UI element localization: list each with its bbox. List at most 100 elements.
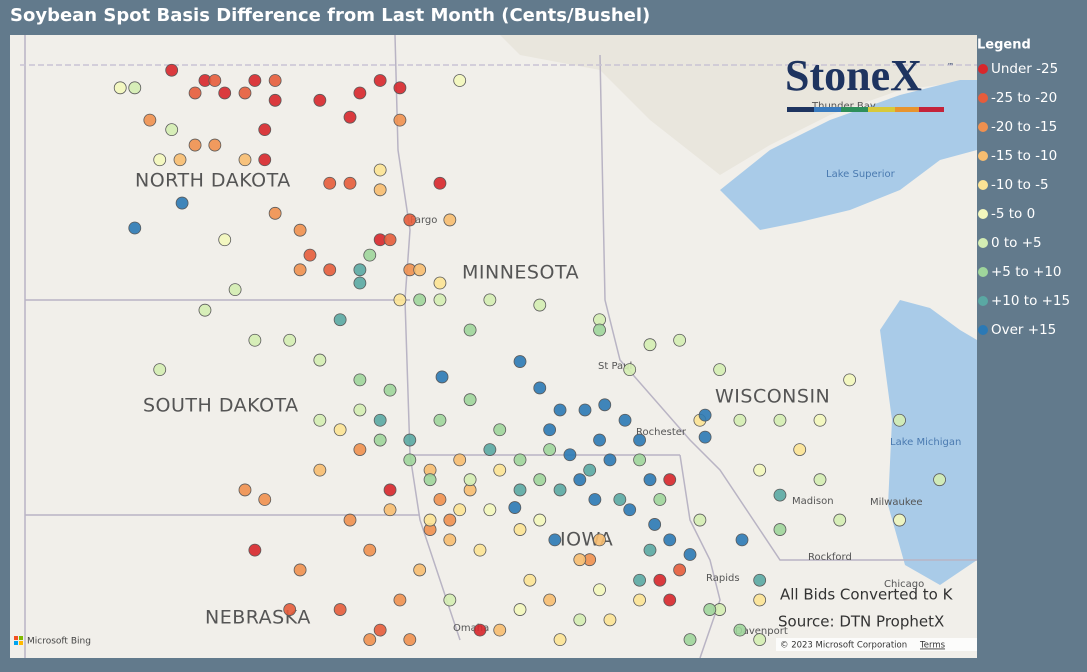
point[interactable]	[493, 623, 507, 637]
point[interactable]	[248, 74, 262, 87]
point[interactable]	[413, 263, 427, 277]
point[interactable]	[435, 370, 449, 384]
point[interactable]	[733, 413, 747, 427]
point[interactable]	[463, 323, 477, 337]
point[interactable]	[383, 483, 397, 497]
legend-label[interactable]: +10 to +15	[991, 293, 1070, 309]
point[interactable]	[793, 443, 807, 456]
point[interactable]	[513, 355, 527, 368]
point[interactable]	[393, 293, 407, 307]
point[interactable]	[353, 263, 367, 277]
point[interactable]	[353, 373, 367, 387]
point[interactable]	[433, 176, 447, 190]
point[interactable]	[703, 603, 717, 616]
point[interactable]	[363, 248, 377, 262]
point[interactable]	[198, 303, 212, 317]
point[interactable]	[293, 223, 307, 237]
point[interactable]	[663, 473, 677, 487]
point[interactable]	[533, 381, 547, 395]
point[interactable]	[433, 413, 447, 427]
point[interactable]	[343, 110, 357, 124]
point[interactable]	[563, 448, 577, 462]
point[interactable]	[463, 473, 477, 487]
point[interactable]	[593, 323, 606, 337]
point[interactable]	[753, 463, 767, 477]
point[interactable]	[208, 138, 222, 152]
point[interactable]	[633, 573, 646, 587]
point[interactable]	[353, 443, 367, 456]
point[interactable]	[238, 483, 252, 497]
point[interactable]	[248, 543, 262, 557]
terms-link[interactable]: Terms	[919, 641, 946, 651]
point[interactable]	[833, 513, 847, 527]
point[interactable]	[453, 74, 467, 87]
point[interactable]	[483, 503, 497, 517]
point[interactable]	[603, 453, 617, 467]
point[interactable]	[303, 248, 317, 262]
point[interactable]	[218, 86, 232, 100]
point[interactable]	[113, 81, 127, 95]
point[interactable]	[508, 501, 522, 514]
point[interactable]	[573, 473, 587, 487]
point[interactable]	[553, 483, 567, 497]
point[interactable]	[443, 213, 457, 227]
point[interactable]	[433, 276, 447, 290]
point[interactable]	[813, 473, 827, 487]
point[interactable]	[453, 503, 467, 517]
point[interactable]	[268, 74, 282, 87]
point[interactable]	[533, 298, 547, 312]
point[interactable]	[403, 213, 417, 227]
point[interactable]	[353, 403, 367, 417]
point[interactable]	[773, 413, 787, 427]
point[interactable]	[843, 373, 857, 387]
point[interactable]	[523, 573, 537, 587]
point[interactable]	[333, 603, 347, 616]
legend-label[interactable]: -20 to -15	[991, 119, 1057, 135]
point[interactable]	[363, 543, 377, 557]
point[interactable]	[683, 633, 697, 647]
point[interactable]	[373, 433, 387, 447]
point[interactable]	[533, 473, 547, 487]
point[interactable]	[548, 533, 562, 547]
point[interactable]	[433, 293, 447, 307]
point[interactable]	[153, 153, 167, 167]
point[interactable]	[893, 513, 906, 527]
point[interactable]	[283, 603, 297, 616]
point[interactable]	[813, 413, 827, 427]
point[interactable]	[933, 473, 946, 487]
point[interactable]	[603, 613, 617, 627]
point[interactable]	[453, 453, 467, 467]
point[interactable]	[373, 183, 387, 197]
point[interactable]	[383, 503, 397, 517]
point[interactable]	[623, 503, 637, 517]
point[interactable]	[128, 221, 142, 235]
point[interactable]	[128, 81, 142, 95]
point[interactable]	[513, 603, 527, 616]
point[interactable]	[153, 363, 167, 377]
legend-label[interactable]: -25 to -20	[991, 90, 1057, 106]
point[interactable]	[643, 543, 657, 557]
point[interactable]	[333, 423, 347, 437]
point[interactable]	[283, 333, 297, 347]
point[interactable]	[593, 583, 606, 597]
point[interactable]	[373, 413, 387, 427]
point[interactable]	[583, 463, 597, 477]
point[interactable]	[353, 276, 367, 290]
point[interactable]	[293, 563, 307, 577]
point[interactable]	[633, 593, 646, 607]
point[interactable]	[383, 383, 397, 397]
point[interactable]	[413, 293, 427, 307]
point[interactable]	[333, 313, 347, 327]
point[interactable]	[493, 463, 507, 477]
point[interactable]	[543, 423, 557, 437]
point[interactable]	[268, 93, 282, 107]
point[interactable]	[698, 430, 712, 444]
point[interactable]	[343, 176, 357, 190]
point[interactable]	[463, 393, 477, 407]
point[interactable]	[258, 153, 272, 167]
point[interactable]	[228, 283, 242, 297]
point[interactable]	[773, 488, 787, 502]
point[interactable]	[573, 553, 587, 567]
point[interactable]	[143, 113, 157, 127]
point[interactable]	[238, 86, 252, 100]
